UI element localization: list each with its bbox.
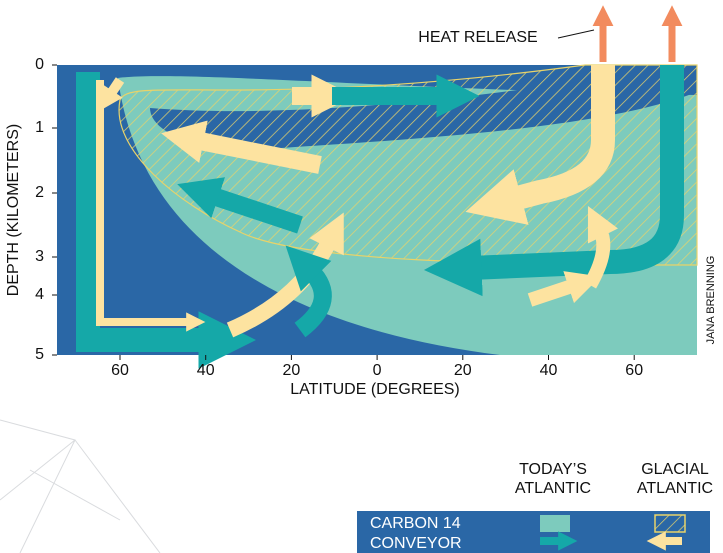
y-tick-label: 4 [35,286,44,303]
x-tick-label: 20 [454,362,472,379]
x-tick-label: 60 [625,362,643,379]
x-tick-label: 0 [373,362,382,379]
y-tick-label: 3 [35,248,44,265]
legend-column: TODAY’S [519,461,587,478]
x-tick-label: 20 [283,362,301,379]
legend-row: CONVEYOR [370,535,462,552]
credit: JANA BRENNING [705,256,717,345]
plot: HEAT RELEASE [57,22,697,355]
annotation: HEAT RELEASE [418,29,537,46]
legend-column: ATLANTIC [637,480,713,497]
y-tick-label: 1 [35,119,44,136]
y-tick-label: 0 [35,56,44,73]
legend-column: GLACIAL [641,461,709,478]
legend-swatch-glacial [655,515,685,532]
x-tick-label: 40 [540,362,558,379]
x-axis-label: LATITUDE (DEGREES) [290,381,460,398]
y-tick-label: 5 [35,346,44,363]
legend: CARBON 14 CONVEYOR TODAY’S ATLANTIC GLAC… [357,461,713,553]
x-tick-label: 40 [197,362,215,379]
diagram: HEAT RELEASE DEPTH (KILOMETERS) LATITUDE… [0,0,723,553]
x-tick-label: 60 [111,362,129,379]
leader-line [558,30,594,38]
legend-swatch-today [540,515,570,532]
legend-column: ATLANTIC [515,480,591,497]
y-axis-label: DEPTH (KILOMETERS) [5,124,22,296]
background-sketch [0,420,160,553]
y-tick-label: 2 [35,184,44,201]
legend-row: CARBON 14 [370,515,461,532]
